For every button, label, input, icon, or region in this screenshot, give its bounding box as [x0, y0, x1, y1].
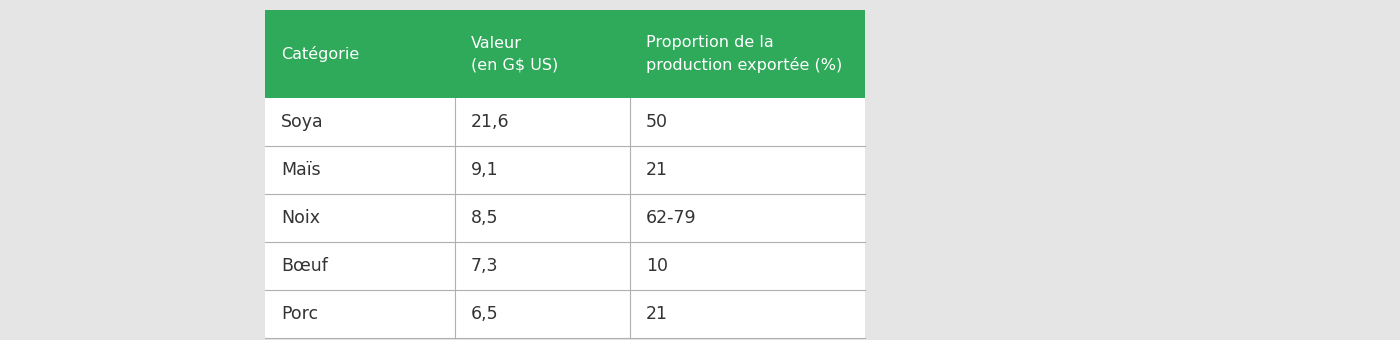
Text: Soya: Soya	[281, 113, 323, 131]
Text: Proportion de la
production exportée (%): Proportion de la production exportée (%)	[645, 35, 843, 73]
Text: Valeur
(en G$ US): Valeur (en G$ US)	[470, 36, 559, 72]
Text: Noix: Noix	[281, 209, 321, 227]
Bar	[265, 10, 865, 98]
Text: Maïs: Maïs	[281, 161, 321, 179]
Bar	[265, 10, 865, 338]
Text: Porc: Porc	[281, 305, 318, 323]
Text: 50: 50	[645, 113, 668, 131]
Text: 21: 21	[645, 161, 668, 179]
Text: 8,5: 8,5	[470, 209, 498, 227]
Text: 10: 10	[645, 257, 668, 275]
Text: 21,6: 21,6	[470, 113, 510, 131]
Text: Bœuf: Bœuf	[281, 257, 328, 275]
Text: 21: 21	[645, 305, 668, 323]
Text: 9,1: 9,1	[470, 161, 498, 179]
Text: 7,3: 7,3	[470, 257, 498, 275]
Text: Catégorie: Catégorie	[281, 46, 360, 62]
Text: 62-79: 62-79	[645, 209, 697, 227]
Text: 6,5: 6,5	[470, 305, 498, 323]
